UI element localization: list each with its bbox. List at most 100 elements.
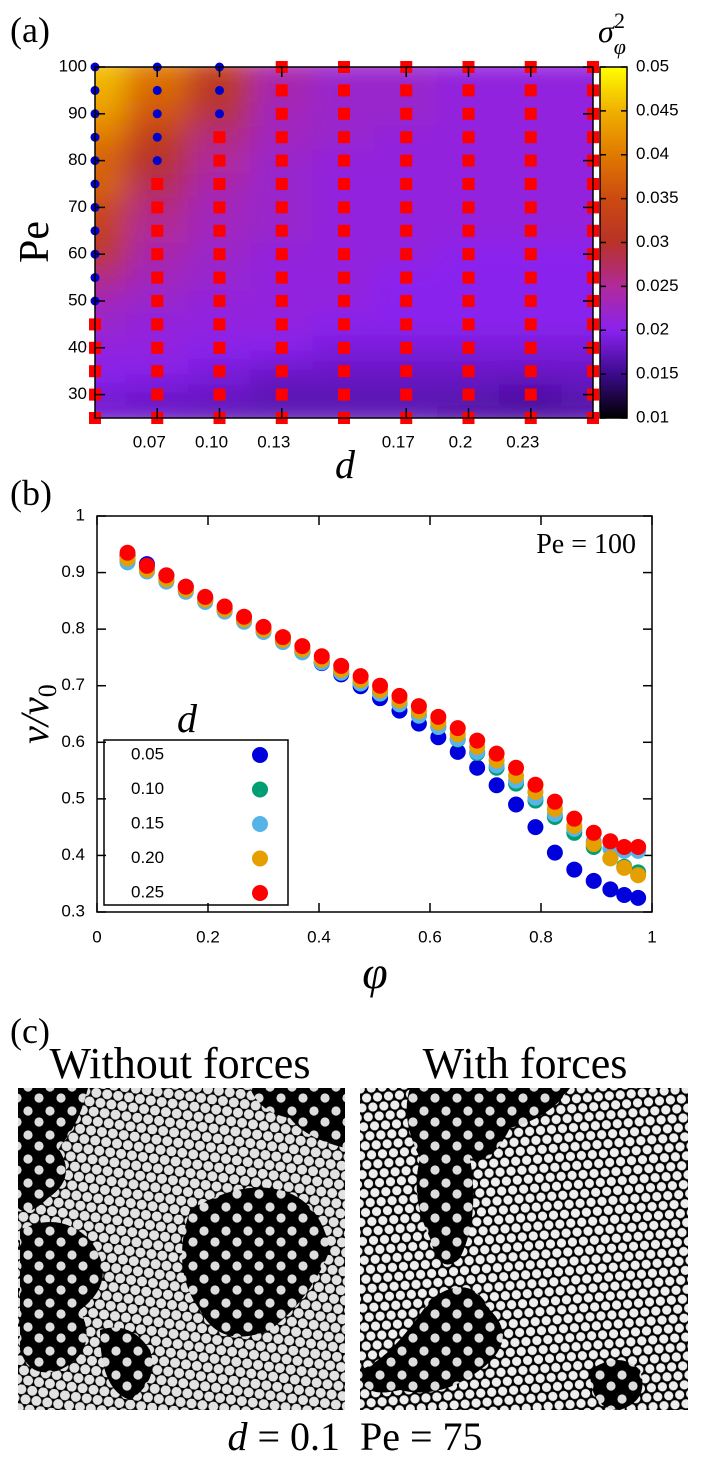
- marker: [524, 131, 537, 144]
- marker: [462, 318, 475, 331]
- marker: [213, 224, 226, 237]
- x-tick-label: 0.4: [307, 927, 331, 946]
- colorbar-label-base: σ: [598, 13, 615, 49]
- y-axis-label-main: v/v: [12, 697, 57, 744]
- x-tick-label: 0.10: [195, 432, 228, 451]
- marker: [275, 107, 288, 120]
- point: [602, 850, 619, 867]
- y-tick-label: 0.4: [61, 845, 85, 864]
- legend-marker: [252, 747, 268, 763]
- colorbar-tick-label: 0.02: [636, 320, 669, 339]
- heatmap-cell: [95, 78, 127, 103]
- annotation: Pe = 100: [536, 529, 636, 560]
- point: [313, 648, 330, 665]
- marker: [400, 341, 413, 354]
- marker: [338, 295, 350, 307]
- marker: [524, 224, 537, 237]
- marker: [213, 131, 226, 144]
- marker: [151, 248, 164, 261]
- y-tick-label: 60: [68, 244, 87, 263]
- point: [177, 578, 194, 595]
- point: [488, 745, 505, 762]
- marker: [524, 84, 537, 97]
- heatmap-cell: [312, 67, 376, 80]
- point: [630, 889, 647, 906]
- marker: [275, 271, 288, 284]
- y-tick-label: 100: [59, 56, 87, 75]
- marker: [275, 201, 288, 214]
- point: [602, 881, 619, 898]
- marker: [400, 201, 413, 214]
- colorbar-tick-label: 0.035: [636, 188, 679, 207]
- particle-image-right: [360, 1088, 688, 1410]
- marker: [462, 154, 475, 167]
- y-tick-label: 0.3: [61, 901, 85, 920]
- legend-label: 0.05: [131, 744, 164, 763]
- marker: [400, 295, 413, 307]
- marker: [462, 107, 475, 120]
- marker: [152, 85, 162, 95]
- y-tick-label: 70: [68, 197, 87, 216]
- marker: [338, 201, 350, 214]
- plot-frame: [96, 515, 653, 913]
- marker: [275, 178, 288, 190]
- marker: [213, 388, 226, 401]
- legend-title: d: [177, 696, 198, 741]
- x-tick-label: 0.17: [382, 432, 415, 451]
- heatmap-cell: [95, 405, 127, 418]
- marker: [275, 295, 288, 307]
- marker: [338, 154, 350, 167]
- marker: [151, 271, 164, 284]
- point: [527, 819, 544, 836]
- colorbar-label: σφ2: [598, 8, 626, 59]
- marker: [400, 84, 413, 97]
- image-title: With forces: [423, 1039, 628, 1088]
- marker: [462, 178, 475, 190]
- colorbar-tick-label: 0.015: [636, 364, 679, 383]
- marker: [151, 365, 164, 378]
- marker: [275, 341, 288, 354]
- x-tick-label: 0.8: [529, 927, 553, 946]
- particle-image-left: [18, 1088, 345, 1410]
- marker: [275, 131, 288, 144]
- point: [527, 776, 544, 793]
- point: [616, 887, 633, 904]
- point: [602, 833, 619, 850]
- x-axis-label: φ: [362, 947, 387, 998]
- point: [630, 838, 647, 855]
- marker: [524, 295, 537, 307]
- marker: [400, 224, 413, 237]
- point: [566, 861, 583, 878]
- point: [391, 687, 408, 704]
- marker: [462, 388, 475, 401]
- marker: [338, 107, 350, 120]
- voids: [360, 1088, 643, 1410]
- marker: [275, 318, 288, 331]
- heatmap-cell: [312, 405, 376, 418]
- point: [585, 872, 602, 889]
- legend-label: 0.10: [131, 779, 164, 798]
- marker: [275, 224, 288, 237]
- point: [274, 629, 291, 646]
- x-tick-label: 0: [92, 927, 101, 946]
- marker: [462, 271, 475, 284]
- marker: [338, 131, 350, 144]
- point: [138, 557, 155, 574]
- point: [546, 844, 563, 861]
- point: [410, 698, 427, 715]
- point: [158, 567, 175, 584]
- point: [352, 668, 369, 685]
- point: [216, 598, 233, 615]
- marker: [275, 84, 288, 97]
- marker: [524, 154, 537, 167]
- caption-part: d: [227, 1414, 248, 1459]
- marker: [400, 154, 413, 167]
- marker: [151, 388, 164, 401]
- heatmap-cell: [95, 218, 127, 243]
- point: [508, 796, 525, 813]
- marker: [462, 341, 475, 354]
- marker: [275, 248, 288, 261]
- marker: [524, 178, 537, 190]
- marker: [275, 154, 288, 167]
